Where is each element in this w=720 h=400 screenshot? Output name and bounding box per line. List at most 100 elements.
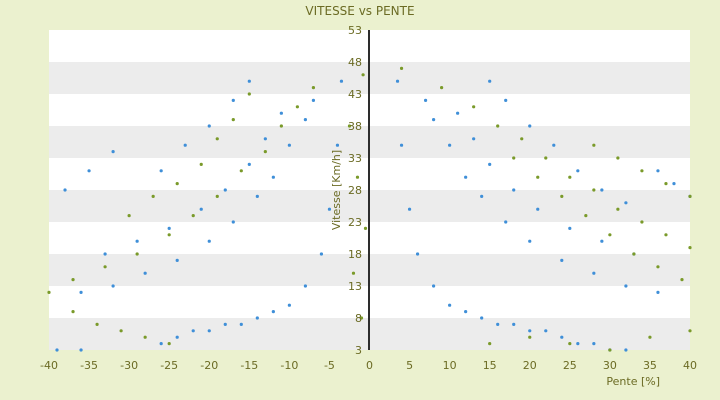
data-point	[55, 348, 59, 352]
data-point	[335, 143, 340, 147]
x-tick-label: -10	[280, 359, 298, 372]
data-point	[311, 98, 316, 102]
data-point	[239, 322, 243, 326]
data-point	[151, 194, 155, 198]
data-point	[624, 348, 628, 352]
data-point	[592, 271, 596, 275]
data-point	[103, 265, 107, 269]
x-tick-labels: -40 -35 -30 -25 -20 -15 -10 -5 0 5 10 15 20 25 30 35 40	[40, 359, 697, 372]
data-points	[47, 66, 692, 352]
x-tick-label: 40	[683, 359, 697, 372]
data-point	[536, 207, 540, 211]
data-point	[448, 143, 452, 147]
data-point	[199, 207, 203, 211]
y-tick-label: 33	[348, 152, 362, 165]
data-point	[600, 239, 604, 243]
data-point	[183, 143, 187, 147]
data-point	[319, 252, 324, 256]
data-point	[544, 329, 548, 333]
data-point	[448, 303, 452, 307]
x-tick-label: 25	[563, 359, 577, 372]
data-point	[111, 150, 115, 154]
x-tick-label: -15	[240, 359, 258, 372]
data-point	[568, 226, 572, 230]
chart-title: VITESSE vs PENTE	[305, 4, 414, 18]
data-point	[295, 105, 299, 109]
data-point	[592, 342, 596, 346]
data-point	[363, 226, 368, 230]
data-point	[47, 290, 51, 294]
data-point	[263, 137, 267, 141]
data-point	[231, 118, 235, 122]
x-tick-label: -35	[80, 359, 98, 372]
data-point	[664, 233, 668, 237]
data-point	[207, 329, 211, 333]
data-point	[159, 342, 163, 346]
data-point	[215, 194, 219, 198]
data-point	[456, 111, 460, 115]
data-point	[592, 188, 596, 192]
data-point	[191, 329, 195, 333]
x-axis-label: Pente [%]	[606, 375, 660, 388]
data-point	[664, 182, 668, 186]
data-point	[688, 194, 692, 198]
data-point	[536, 175, 540, 179]
data-point	[199, 162, 203, 166]
data-point	[361, 73, 365, 77]
data-point	[512, 188, 516, 192]
data-point	[399, 143, 404, 147]
data-point	[327, 207, 332, 211]
data-point	[175, 258, 179, 262]
y-tick-label: 13	[348, 280, 362, 293]
data-point	[640, 169, 644, 173]
data-point	[159, 169, 163, 173]
x-tick-label: 30	[603, 359, 617, 372]
data-point	[279, 124, 283, 128]
data-point	[560, 258, 564, 262]
data-point	[672, 182, 676, 186]
y-tick-label: 38	[348, 120, 362, 133]
data-point	[423, 98, 428, 102]
data-point	[560, 335, 564, 339]
data-point	[560, 194, 564, 198]
data-point	[680, 278, 684, 282]
data-point	[167, 226, 171, 230]
data-point	[263, 150, 267, 154]
data-point	[347, 124, 352, 128]
data-point	[407, 207, 412, 211]
y-tick-label: 43	[348, 88, 362, 101]
x-tick-label: 20	[523, 359, 537, 372]
x-tick-label: 10	[443, 359, 457, 372]
x-tick-label: -40	[40, 359, 58, 372]
data-point	[472, 137, 476, 141]
x-tick-label: -25	[160, 359, 178, 372]
x-tick-label: -20	[200, 359, 218, 372]
x-tick-label: -30	[120, 359, 138, 372]
data-point	[287, 143, 291, 147]
data-point	[339, 79, 344, 83]
data-point	[231, 220, 235, 224]
data-point	[143, 335, 147, 339]
data-point	[271, 310, 275, 314]
data-point	[167, 233, 171, 237]
data-point	[255, 316, 259, 320]
data-point	[688, 246, 692, 250]
data-point	[464, 310, 468, 314]
data-point	[247, 79, 251, 83]
data-point	[480, 316, 484, 320]
x-tick-label: -5	[324, 359, 335, 372]
data-point	[432, 284, 436, 288]
y-tick-label: 23	[348, 216, 362, 229]
data-point	[432, 118, 436, 122]
data-point	[464, 175, 468, 179]
x-tick-label: 35	[643, 359, 657, 372]
data-point	[488, 162, 492, 166]
data-point	[215, 137, 219, 141]
data-point	[223, 322, 227, 326]
data-point	[608, 348, 612, 352]
y-tick-label: 8	[355, 312, 362, 325]
data-point	[143, 271, 147, 275]
data-point	[528, 329, 532, 333]
